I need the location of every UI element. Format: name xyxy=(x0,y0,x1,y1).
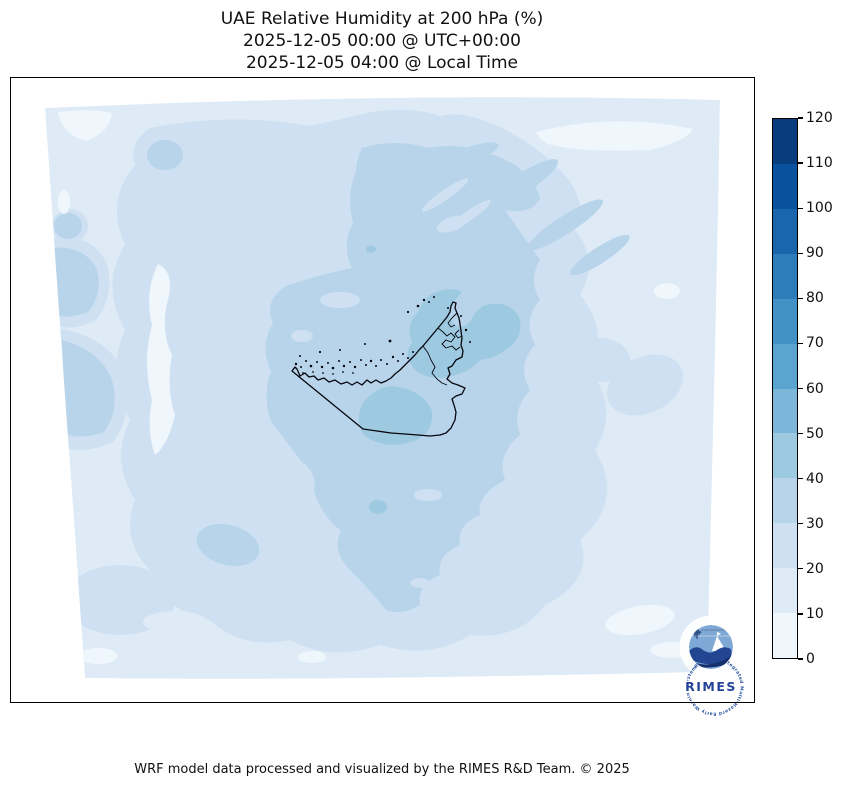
colorbar-tick-10 xyxy=(798,613,803,615)
colorbar-tick-label-90: 90 xyxy=(806,245,824,262)
contour-band-20-30 xyxy=(570,338,630,382)
contour-band-30-40 xyxy=(265,143,540,613)
island-dots xyxy=(294,296,471,375)
colorbar-tick-label-80: 80 xyxy=(806,290,824,307)
logo-wave-2 xyxy=(690,656,731,668)
colorbar-band-40-50 xyxy=(773,433,797,479)
rimes-logo: Regional Integrated Multi-Hazard Early W… xyxy=(679,615,744,717)
colorbar-tick-80 xyxy=(798,297,803,299)
footer-credit: WRF model data processed and visualized … xyxy=(134,762,630,777)
colorbar-band-10-20 xyxy=(773,567,797,614)
colorbar-tick-50 xyxy=(798,432,803,435)
contour-band-30-40 xyxy=(52,247,99,317)
logo-wave-1 xyxy=(689,647,732,665)
colorbar-band-80-90 xyxy=(773,253,797,299)
colorbar-tick-label-10: 10 xyxy=(806,605,824,622)
contour-band-40-50 xyxy=(369,500,387,514)
uae-internal-borders xyxy=(422,312,463,386)
contour-hole-20-30 xyxy=(410,578,430,588)
uae-border-outline xyxy=(291,301,466,437)
contour-band-0-10 xyxy=(147,264,175,455)
colorbar-band-50-60 xyxy=(773,388,797,434)
title-block: UAE Relative Humidity at 200 hPa (%) 202… xyxy=(10,8,754,74)
colorbar-tick-20 xyxy=(798,568,803,570)
contour-band-40-50 xyxy=(407,289,521,378)
colorbar-tick-110 xyxy=(798,162,803,164)
colorbar-tick-90 xyxy=(798,252,803,254)
colorbar-tick-label-100: 100 xyxy=(806,200,833,217)
colorbar-tick-label-50: 50 xyxy=(806,425,824,442)
colorbar-tick-100 xyxy=(798,207,803,209)
colorbar-band-30-40 xyxy=(773,478,797,524)
colorbar-tick-120 xyxy=(798,117,803,119)
colorbar-tick-label-0: 0 xyxy=(806,651,815,667)
contour-band-0-10 xyxy=(654,283,680,299)
contour-hole-20-30 xyxy=(414,489,442,501)
contour-band-0-10 xyxy=(58,110,112,141)
contour-hole-20-30 xyxy=(291,330,313,342)
contour-band-30-40 xyxy=(54,213,82,239)
colorbar xyxy=(772,118,798,659)
contour-band-40-50 xyxy=(366,245,376,253)
contour-patch-10-20 xyxy=(143,611,207,633)
colorbar-tick-60 xyxy=(798,387,803,390)
contour-band-30-40 xyxy=(196,523,260,567)
colorbar-band-70-80 xyxy=(773,298,797,344)
colorbar-band-90-100 xyxy=(773,208,797,254)
contour-band-30-40 xyxy=(441,142,499,168)
contour-band-0-10 xyxy=(605,604,675,636)
axes-frame xyxy=(10,77,755,703)
colorbar-tick-label-30: 30 xyxy=(806,515,824,532)
contour-band-40-50 xyxy=(358,386,433,445)
colorbar-tick-40 xyxy=(798,478,803,480)
title-line-2: 2025-12-05 00:00 @ UTC+00:00 xyxy=(243,31,521,51)
contour-band-30-40 xyxy=(62,340,115,437)
colorbar-tick-0 xyxy=(798,658,803,660)
title-line-1: UAE Relative Humidity at 200 hPa (%) xyxy=(220,9,544,29)
colorbar-band-110-120 xyxy=(773,118,797,164)
title-line-3: 2025-12-05 04:00 @ Local Time xyxy=(245,53,519,73)
contour-hole-20-30 xyxy=(421,178,469,212)
logo-rimes-text: RIMES xyxy=(685,679,737,694)
contour-band-30-40 xyxy=(481,159,559,211)
logo-sail xyxy=(712,632,726,651)
contour-band-0-10 xyxy=(58,190,70,214)
uae-outline-group xyxy=(291,296,471,437)
colorbar-tick-30 xyxy=(798,523,803,525)
colorbar-tick-label-20: 20 xyxy=(806,560,824,577)
contour-band-0-10 xyxy=(536,121,693,151)
colorbar-band-0-10 xyxy=(773,612,797,658)
colorbar-tick-label-40: 40 xyxy=(806,470,824,487)
colorbar-band-100-110 xyxy=(773,163,797,209)
colorbar-band-60-70 xyxy=(773,343,797,389)
colorbar-tick-label-70: 70 xyxy=(806,335,824,352)
colorbar-band-20-30 xyxy=(773,523,797,569)
contour-band-30-40 xyxy=(367,531,385,541)
contour-band-30-40 xyxy=(570,234,630,276)
contour-fill-layer xyxy=(45,97,720,679)
contour-band-30-40 xyxy=(526,199,604,251)
colorbar-tick-70 xyxy=(798,342,803,344)
contour-band-0-10 xyxy=(78,648,118,664)
contour-band-0-10 xyxy=(298,651,326,663)
colorbar-tick-label-110: 110 xyxy=(806,155,833,172)
colorbar-tick-label-60: 60 xyxy=(806,380,824,397)
contour-hole-20-30 xyxy=(436,215,468,233)
logo-emblem xyxy=(689,625,733,669)
contour-band-30-40 xyxy=(147,140,183,170)
colorbar-tick-label-120: 120 xyxy=(806,110,833,126)
contour-hole-20-30 xyxy=(320,292,360,308)
